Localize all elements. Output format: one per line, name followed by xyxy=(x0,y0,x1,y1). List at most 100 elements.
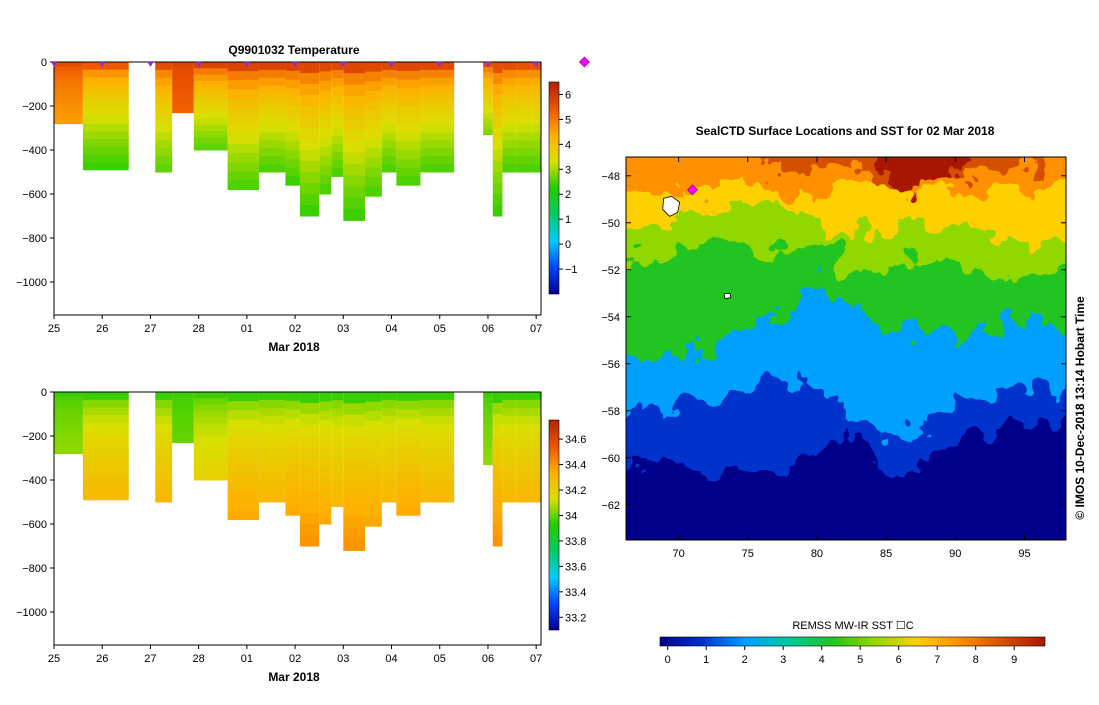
profile-cell xyxy=(492,150,503,162)
profile-cell xyxy=(299,480,320,492)
y-tick-label: −1000 xyxy=(16,277,47,289)
profile-cell xyxy=(502,69,517,79)
profile-cell xyxy=(516,392,541,401)
profile-cell xyxy=(381,399,397,409)
profile-cell xyxy=(285,427,300,437)
profile-cell xyxy=(82,438,129,447)
profile-cell xyxy=(258,132,286,142)
profile-cell xyxy=(343,448,366,461)
profile-cell xyxy=(381,132,397,142)
profile-cell xyxy=(483,412,493,419)
profile-cell xyxy=(299,62,320,74)
profile-cell xyxy=(319,448,332,459)
sst-colorbar-tick-label: 3 xyxy=(780,654,786,666)
profile-cell xyxy=(227,162,259,172)
profile-cell xyxy=(343,141,366,154)
profile-cell xyxy=(492,117,503,129)
profile-cell xyxy=(502,439,517,448)
temperature-profiles xyxy=(54,62,541,221)
profile-cell xyxy=(155,101,173,110)
profile-cell xyxy=(299,491,320,503)
profile-column xyxy=(285,392,300,516)
profile-cell xyxy=(492,458,503,470)
profile-cell xyxy=(502,431,517,440)
profile-cell xyxy=(483,108,493,115)
profile-cell xyxy=(299,447,320,459)
profile-column xyxy=(396,392,421,516)
profile-cell xyxy=(492,469,503,481)
profile-column xyxy=(193,392,228,481)
profile-cell xyxy=(502,462,517,472)
profile-cell xyxy=(54,431,83,437)
profile-cell xyxy=(82,422,129,431)
colorbar-tick-label: 33.6 xyxy=(565,561,586,573)
profile-cell xyxy=(492,403,503,415)
profile-cell xyxy=(331,416,344,426)
profile-cell xyxy=(227,71,259,81)
profile-cell xyxy=(54,418,83,424)
profile-cell xyxy=(54,405,83,411)
map-y-tick-label: −48 xyxy=(601,171,620,183)
profile-cell xyxy=(516,454,541,464)
profile-cell xyxy=(420,77,455,87)
profile-cell xyxy=(227,401,259,411)
profile-cell xyxy=(381,101,397,110)
profile-cell xyxy=(258,148,286,157)
profile-cell xyxy=(343,493,366,506)
profile-cell xyxy=(365,392,382,403)
profile-cell xyxy=(420,399,455,409)
profile-cell xyxy=(343,482,366,495)
profile-cell xyxy=(172,72,194,77)
sst-colorbar-ticks: 0 1 2 3 4 5 6 7 8 9 xyxy=(665,646,1017,666)
profile-cell xyxy=(502,77,517,87)
profile-cell xyxy=(155,431,173,440)
profile-cell xyxy=(343,471,366,484)
profile-cell xyxy=(396,79,421,89)
profile-cell xyxy=(365,459,382,470)
profile-cell xyxy=(483,103,493,110)
profile-cell xyxy=(365,507,382,518)
profile-cell xyxy=(155,454,173,464)
profile-cell xyxy=(365,468,382,479)
profile-cell xyxy=(492,502,503,514)
profile-column xyxy=(299,392,320,547)
profile-cell xyxy=(492,194,503,206)
profile-cell xyxy=(172,87,194,92)
profile-cell xyxy=(172,62,194,67)
profile-cell xyxy=(331,473,344,483)
profile-column xyxy=(396,62,421,186)
profile-cell xyxy=(492,106,503,118)
profile-cell xyxy=(258,423,286,432)
profile-cell xyxy=(381,392,397,401)
profile-cell xyxy=(258,164,286,173)
profile-cell xyxy=(285,123,300,133)
profile-cell xyxy=(420,392,455,401)
profile-cell xyxy=(420,454,455,464)
profile-cell xyxy=(502,407,517,417)
profile-cell xyxy=(516,399,541,409)
profile-cell xyxy=(331,400,344,409)
profile-cell xyxy=(227,474,259,484)
profile-cell xyxy=(155,470,173,479)
profile-cell xyxy=(483,93,493,99)
profile-cell xyxy=(319,392,332,402)
profile-marker xyxy=(243,62,250,67)
profile-cell xyxy=(54,66,83,72)
profile-cell xyxy=(172,76,194,81)
profile-cell xyxy=(258,93,286,102)
profile-cell xyxy=(193,417,228,424)
profile-marker xyxy=(147,62,154,67)
profile-cell xyxy=(299,392,320,404)
profile-cell xyxy=(483,402,493,409)
profile-cell xyxy=(227,455,259,466)
profile-marker xyxy=(340,62,347,67)
profile-cell xyxy=(193,442,228,450)
profile-cell xyxy=(299,128,320,140)
profile-cell xyxy=(155,124,173,134)
colorbar-tick-label: 1 xyxy=(565,214,571,226)
profile-cell xyxy=(54,427,83,433)
profile-cell xyxy=(285,141,300,151)
profile-cell xyxy=(172,413,194,418)
profile-cell xyxy=(227,153,259,163)
profile-cell xyxy=(258,407,286,417)
